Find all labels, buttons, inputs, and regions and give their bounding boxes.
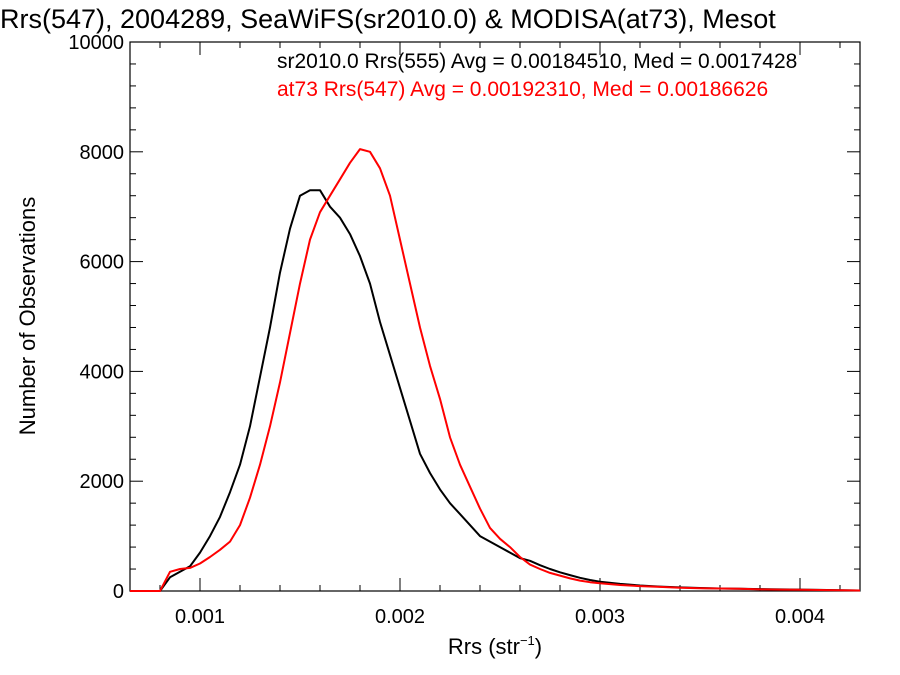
y-tick-label: 10000 (68, 32, 124, 54)
y-tick-label: 8000 (80, 142, 125, 164)
legend-entry-series-2: at73 Rrs(547) Avg = 0.00192310, Med = 0.… (277, 78, 768, 101)
y-axis-label: Number of Observations (15, 197, 40, 435)
x-axis-label-main: Rrs (str (448, 634, 520, 659)
chart-title: Rrs(547), 2004289, SeaWiFS(sr2010.0) & M… (0, 4, 776, 34)
plot-frame (129, 41, 861, 592)
legend-entry-series-1: sr2010.0 Rrs(555) Avg = 0.00184510, Med … (277, 50, 797, 73)
x-tick-label: 0.002 (375, 606, 425, 628)
series-line-2 (130, 148, 861, 592)
y-tick-label: 4000 (80, 361, 125, 383)
y-axis: 0 2000 4000 6000 8000 10000 (68, 32, 860, 603)
x-axis: 0.001 0.002 0.003 0.004 (159, 42, 841, 628)
x-tick-label: 0.001 (175, 606, 225, 628)
series-line-1 (130, 189, 861, 592)
x-axis-label-close: ) (535, 634, 542, 659)
x-tick-label: 0.004 (775, 606, 825, 628)
x-tick-label: 0.003 (575, 606, 625, 628)
y-tick-label: 6000 (80, 252, 125, 274)
x-axis-label-superscript: −1 (520, 633, 535, 648)
y-tick-label: 0 (113, 581, 124, 603)
x-axis-label: Rrs (str−1) (448, 633, 542, 659)
series-layer (130, 148, 861, 592)
y-tick-label: 2000 (80, 471, 125, 493)
